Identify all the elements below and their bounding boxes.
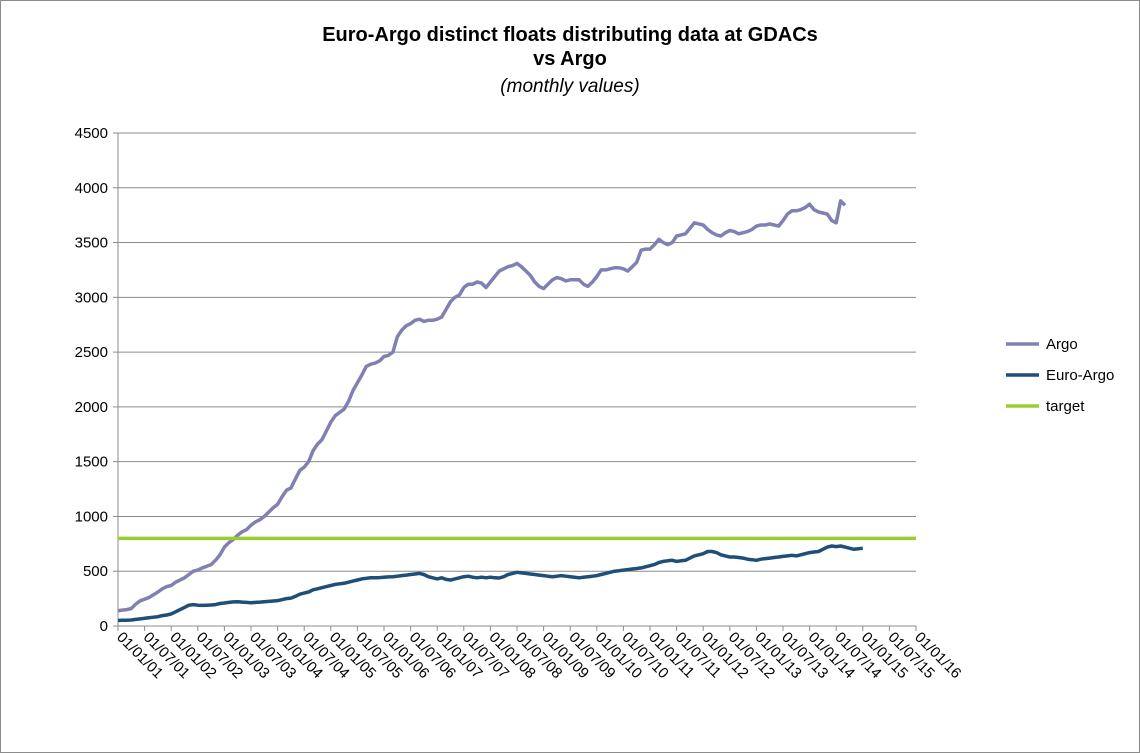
grid-lines: [118, 132, 916, 627]
y-axis: 0 500 1000 1500 2000 2500 3000 3500 4000 4500: [75, 125, 119, 635]
y-tick-label: 500: [83, 563, 108, 580]
legend-label: Euro-Argo: [1046, 367, 1114, 384]
series-line-euro-argo: [117, 544, 864, 623]
series-line-argo: [117, 199, 847, 613]
x-axis: 01/01/0101/07/0101/01/0201/07/0201/01/03…: [113, 625, 964, 682]
y-tick-label: 1000: [75, 508, 108, 525]
series-lines: [117, 199, 916, 623]
y-tick-label: 4500: [75, 125, 108, 142]
chart-title: Euro-Argo distinct floats distributing d…: [322, 24, 818, 46]
y-tick-label: 2500: [75, 344, 108, 361]
y-tick-label: 3500: [75, 235, 108, 252]
y-tick-label: 2000: [75, 399, 108, 416]
legend-label: Argo: [1046, 336, 1078, 353]
chart-title-line2: vs Argo: [533, 48, 607, 70]
legend: Argo Euro-Argo target: [1006, 336, 1114, 415]
y-tick-label: 1500: [75, 454, 108, 471]
y-tick-label: 3000: [75, 289, 108, 306]
legend-label: target: [1046, 398, 1085, 415]
y-tick-label: 0: [100, 618, 108, 635]
chart-subtitle: (monthly values): [500, 76, 640, 97]
y-tick-label: 4000: [75, 180, 108, 197]
